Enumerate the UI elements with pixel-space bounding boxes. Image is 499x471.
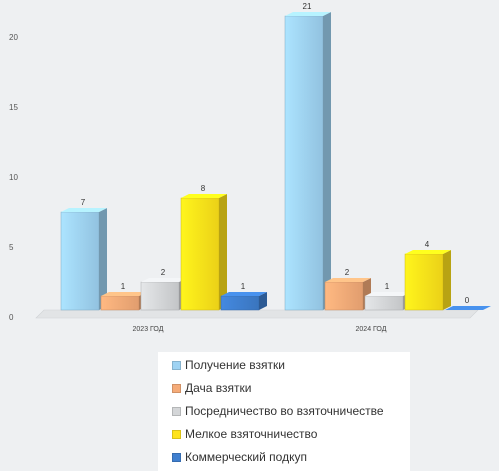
floor-plane [35,309,479,319]
y-tick-label: 15 [9,103,18,112]
legend-swatch [172,406,181,416]
legend-label: Коммерческий подкуп [185,450,307,464]
legend-label: Посредничество во взяточничестве [185,404,384,418]
bar-top [61,208,107,212]
bar-side [443,250,451,310]
legend-item: Коммерческий подкуп [172,449,307,465]
bar-side [99,208,107,310]
bar [100,292,147,311]
legend-swatch [172,429,181,439]
bar-front [324,281,364,311]
bar [364,292,411,311]
bar-front [364,295,404,311]
bar-top [325,278,371,282]
legend-swatch [172,360,181,370]
data-label: 7 [81,198,86,207]
data-label: 1 [241,282,246,291]
bar-front [404,253,444,311]
y-tick-label: 10 [9,173,18,182]
legend-item: Дача взятки [172,380,252,396]
bar-top [445,306,491,310]
data-label: 4 [425,240,430,249]
legend-label: Получение взятки [185,358,285,372]
legend-label: Мелкое взяточничество [185,427,318,441]
x-axis: 2023 ГОД 2024 ГОД [133,326,387,333]
legend-label: Дача взятки [185,381,252,395]
legend-item: Посредничество во взяточничестве [172,403,384,419]
chart-floor [35,309,479,319]
bar-front [60,211,100,311]
bar-top [221,292,267,296]
bar-front [284,15,324,311]
y-axis: 0 5 10 15 20 [9,33,18,322]
bar-top [101,292,147,296]
data-label: 0 [465,296,470,305]
bar-side [219,194,227,310]
bar-side [259,292,267,310]
bar-front [140,281,180,311]
data-label: 8 [201,184,206,193]
bar [60,208,107,311]
bar-side [323,12,331,310]
legend-item: Получение взятки [172,357,285,373]
bar-front [180,197,220,311]
legend-swatch [172,383,181,393]
data-label: 21 [303,2,312,11]
bar-front [100,295,140,311]
bar [140,278,187,311]
bar-top [405,250,451,254]
bar-top [285,12,331,16]
bar [404,250,451,311]
data-label: 2 [345,268,350,277]
bar-top [181,194,227,198]
bar [324,278,371,311]
bar [284,12,331,311]
data-label: 1 [385,282,390,291]
bar [180,194,227,311]
x-category-label: 2024 ГОД [356,326,387,333]
bar-front [220,295,260,311]
bar-top [365,292,411,296]
y-tick-label: 20 [9,33,18,42]
legend-swatch [172,452,181,462]
data-label: 2 [161,268,166,277]
bar [220,292,267,311]
legend-item: Мелкое взяточничество [172,426,317,442]
legend: Получение взятки Дача взятки Посредничеств… [158,352,410,471]
y-tick-label: 5 [9,243,14,252]
x-category-label: 2023 ГОД [133,326,164,333]
bar [445,306,491,310]
y-tick-label: 0 [9,313,14,322]
data-label: 1 [121,282,126,291]
bar-top [141,278,187,282]
